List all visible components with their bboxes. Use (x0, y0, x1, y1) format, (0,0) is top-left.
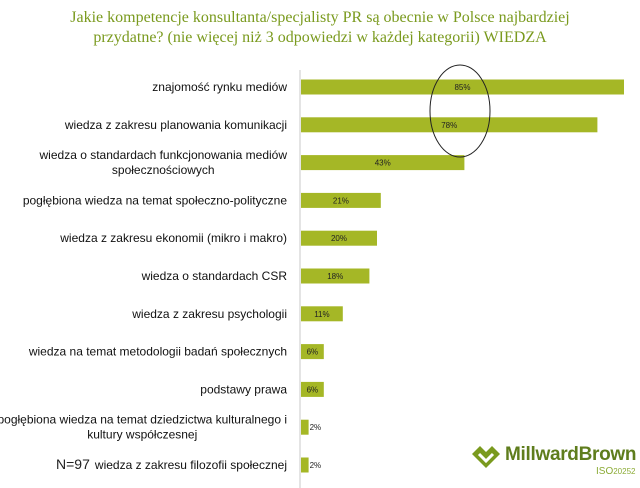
category-label: kultury współczesnej (87, 428, 197, 442)
bar-value-label: 2% (310, 423, 322, 432)
category-label: wiedza o standardach funkcjonowania medi… (39, 148, 288, 162)
bar (301, 306, 343, 322)
bar (301, 117, 598, 133)
logo-iso-text: ISO20252 (596, 466, 635, 477)
bar-value-label: 11% (314, 310, 329, 319)
category-label: wiedza z zakresu ekonomii (mikro i makro… (59, 231, 287, 245)
sample-size-label: N=97 (56, 456, 90, 472)
bar (301, 457, 309, 473)
category-label: podstawy prawa (200, 382, 287, 396)
bar-value-label: 2% (310, 461, 322, 470)
chart-title: Jakie kompetencje konsultanta/specjalist… (0, 8, 640, 48)
chart-title-line-1: Jakie kompetencje konsultanta/specjalist… (70, 9, 570, 26)
category-label: wiedza z zakresu planowania komunikacji (64, 118, 287, 132)
bar-value-label: 6% (307, 348, 319, 357)
bar-value-label: 20% (331, 234, 347, 243)
category-label: wiedza z zakresu psychologii (131, 307, 287, 321)
bar-value-label: 6% (307, 385, 319, 394)
category-label: pogłębiona wiedza na temat społeczno-pol… (23, 193, 287, 207)
bar (301, 155, 465, 171)
bar (301, 381, 324, 397)
bar (301, 268, 370, 284)
logo-chevron-icon (472, 446, 500, 468)
bar-value-label: 43% (375, 159, 391, 168)
category-label: pogłębiona wiedza na temat dziedzictwa k… (0, 413, 287, 427)
highlight-ellipse (429, 64, 491, 158)
category-label: wiedza o standardach CSR (141, 269, 288, 283)
bar (301, 344, 324, 360)
category-label: społecznościowych (112, 163, 215, 177)
category-label: znajomość rynku mediów (152, 80, 287, 94)
chart-title-line-2: przydatne? (nie więcej niż 3 odpowiedzi … (93, 29, 547, 46)
bar (301, 419, 309, 435)
bar-value-label: 78% (441, 121, 457, 130)
logo-iso-label: ISO (596, 466, 614, 477)
millward-brown-logo: MillwardBrown ISO20252 (470, 438, 640, 488)
logo-iso-number: 20252 (613, 467, 636, 476)
bar-value-label: 18% (327, 272, 343, 281)
logo-brand-text: MillwardBrown (505, 444, 637, 465)
bar-value-label: 21% (333, 196, 349, 205)
bar (301, 192, 381, 208)
bar (301, 79, 624, 95)
category-label: wiedza z zakresu filozofii społecznej (94, 458, 287, 472)
bar (301, 230, 377, 246)
category-label: wiedza na temat metodologii badań społec… (28, 345, 287, 359)
bar-value-label: 85% (454, 83, 470, 92)
